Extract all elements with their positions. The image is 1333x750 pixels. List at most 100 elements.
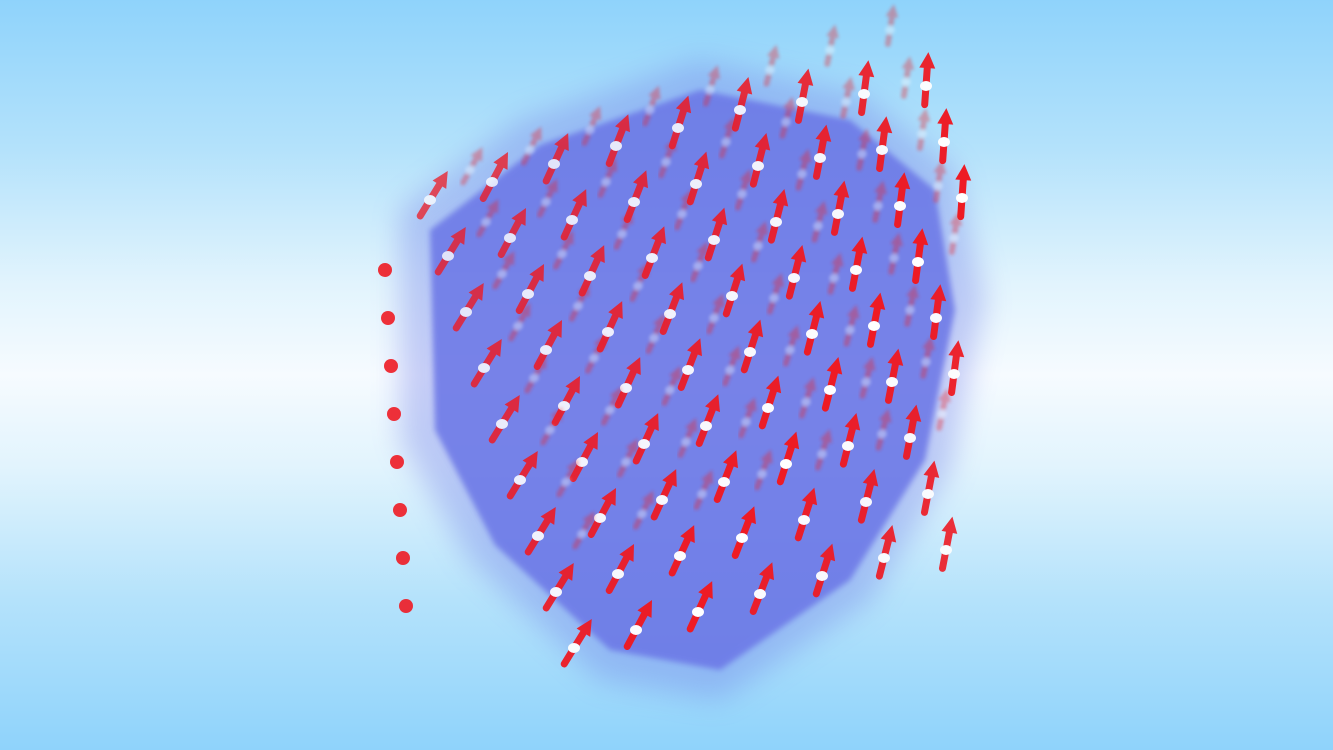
- spin-pivot: [754, 589, 766, 599]
- spin-arrow: [920, 460, 940, 516]
- spin-arrow: [839, 413, 861, 468]
- spin-pivot: [672, 123, 684, 133]
- spin-pivot: [573, 302, 583, 310]
- spin-pivot: [842, 441, 854, 451]
- spin-pivot: [514, 475, 526, 485]
- spin-pivot: [824, 385, 836, 395]
- spin-arrow: [930, 284, 947, 341]
- spin-arrow: [814, 429, 833, 471]
- spin-pivot: [741, 418, 751, 426]
- spin-arrow: [556, 459, 579, 498]
- spin-pivot: [860, 497, 872, 507]
- spin-arrow: [948, 340, 965, 397]
- spin-pivot: [620, 383, 632, 393]
- spin-pivot: [504, 233, 516, 243]
- spin-pivot: [692, 607, 704, 617]
- spin-pivot: [576, 457, 588, 467]
- spin-pivot: [937, 410, 947, 418]
- spin-pivot: [816, 571, 828, 581]
- spin-arrow: [937, 108, 954, 165]
- spin-pivot: [628, 197, 640, 207]
- spin-arrow: [452, 283, 484, 332]
- spin-pivot: [584, 271, 596, 281]
- spin-arrow: [488, 395, 520, 444]
- spin-arrow: [843, 304, 860, 347]
- spin-pivot: [726, 291, 738, 301]
- spin-arrow: [645, 314, 666, 354]
- spin-arrow: [536, 178, 558, 218]
- spin-arrow: [677, 418, 698, 458]
- spin-arrow: [572, 511, 595, 550]
- spin-arrow: [827, 252, 844, 295]
- spin-pivot: [602, 327, 614, 337]
- spin-pivot: [921, 358, 931, 366]
- spin-arrow: [920, 336, 935, 379]
- spin-pivot: [709, 314, 719, 322]
- spin-arrow: [857, 469, 879, 524]
- spin-pivot: [889, 254, 899, 262]
- spin-arrow: [766, 273, 785, 315]
- spin-arrow: [731, 77, 753, 132]
- spin-pivot: [780, 459, 792, 469]
- spin-pivot: [813, 222, 823, 230]
- spin-pivot: [617, 230, 627, 238]
- spin-arrow: [668, 525, 695, 577]
- spin-arrow: [785, 245, 807, 300]
- spin-arrow: [434, 227, 466, 276]
- spin-pivot: [637, 510, 647, 518]
- spin-pivot: [858, 89, 870, 99]
- spin-pivot: [700, 421, 712, 431]
- spin-arrow: [560, 189, 587, 241]
- spin-pivot: [465, 166, 475, 174]
- spin-arrow: [690, 241, 709, 283]
- spin-arrow: [936, 388, 951, 431]
- spin-pivot: [566, 215, 578, 225]
- spin-arrow: [460, 147, 483, 186]
- spin-arrow: [884, 348, 904, 404]
- spin-arrow: [695, 394, 720, 447]
- spin-pivot: [876, 145, 888, 155]
- spin-pivot: [798, 515, 810, 525]
- spin-arrow: [629, 262, 650, 302]
- spin-pivot: [868, 321, 880, 331]
- spin-pivot: [545, 426, 555, 434]
- spin-arrow: [859, 356, 876, 399]
- spin-pivot: [762, 403, 774, 413]
- spin-arrow: [722, 263, 746, 318]
- spin-pivot: [725, 366, 735, 374]
- spin-arrow: [568, 282, 590, 322]
- spin-arrow: [515, 264, 545, 314]
- spin-pivot: [532, 531, 544, 541]
- spin-arrow: [830, 180, 850, 236]
- spin-pivot: [557, 250, 567, 258]
- spin-arrow: [632, 413, 659, 465]
- spin-pivot: [781, 118, 791, 126]
- spin-pivot: [832, 209, 844, 219]
- spin-pivot: [948, 369, 960, 379]
- spin-arrow: [885, 4, 899, 47]
- spin-arrow: [798, 377, 817, 419]
- spin-arrow: [416, 171, 448, 220]
- spin-arrow: [605, 114, 630, 167]
- spin-arrow: [704, 207, 728, 262]
- spin-pivot: [894, 201, 906, 211]
- spin-pivot: [841, 98, 851, 106]
- spin-pivot: [933, 182, 943, 190]
- spin-pivot: [917, 130, 927, 138]
- spin-pivot: [497, 270, 507, 278]
- spin-arrow: [597, 158, 618, 198]
- spin-pivot: [825, 46, 835, 54]
- edge-on-arrow: [396, 551, 410, 565]
- spin-pivot: [885, 26, 895, 34]
- spin-arrow: [767, 189, 789, 244]
- spin-pivot: [708, 235, 720, 245]
- spin-arrow: [938, 516, 958, 572]
- spin-pivot: [638, 439, 650, 449]
- spin-pivot: [646, 253, 658, 263]
- spin-arrow: [713, 450, 738, 503]
- spin-pivot: [744, 347, 756, 357]
- spin-arrow: [904, 284, 919, 327]
- spin-pivot: [886, 377, 898, 387]
- spin-arrow: [888, 232, 903, 275]
